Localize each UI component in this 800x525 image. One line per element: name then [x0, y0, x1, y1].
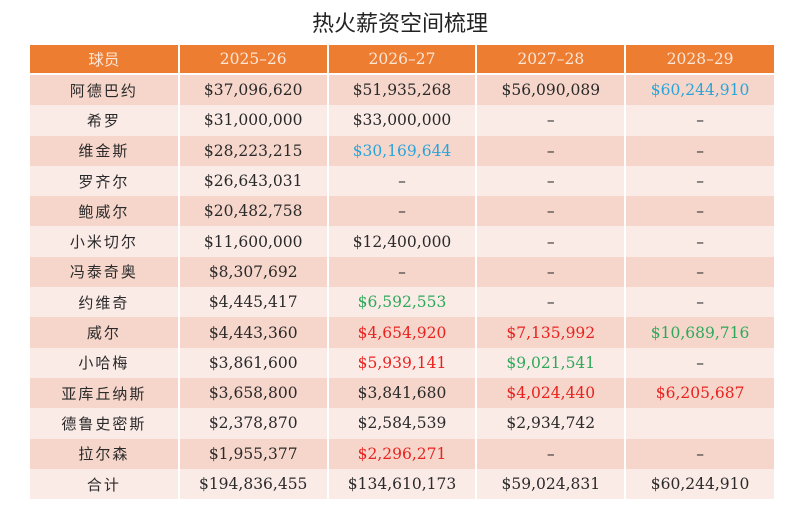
player-name-cell: 拉尔森 — [30, 438, 180, 469]
salary-cell: $134,610,173 — [327, 468, 478, 500]
table-row: 拉尔森 $1,955,377 $2,296,271– – — [30, 438, 774, 469]
salary-cell: – — [625, 347, 774, 378]
salary-cell: – — [625, 135, 774, 166]
salary-cell: – — [625, 196, 774, 227]
table-row: 阿德巴约 $37,096,620 $51,935,268 $56,090,089 $60… — [30, 74, 774, 106]
salary-cell: – — [327, 256, 478, 288]
salary-cell: – — [625, 256, 774, 288]
salary-cell: $7,135,992 — [476, 317, 627, 348]
salary-cell: $2,584,539 — [327, 408, 478, 439]
salary-cell: $2,378,870 — [178, 408, 329, 439]
salary-cell: $6,592,553 — [327, 287, 478, 318]
salary-cell: $9,021,541 — [476, 347, 627, 378]
player-name-cell: 维金斯 — [30, 135, 180, 166]
salary-cell: $60,244,910 — [625, 74, 774, 106]
salary-cell: – — [476, 256, 627, 288]
salary-cell: $3,861,600 — [178, 347, 329, 378]
salary-cell: $2,296,271 — [327, 438, 478, 469]
table-row: 冯泰奇奥 $8,307,692– – – — [30, 256, 774, 288]
table-row: 希罗 $31,000,000 $33,000,000– – — [30, 105, 774, 136]
total-row: 合计 $194,836,455 $134,610,173 $59,024,831 $60… — [30, 468, 774, 500]
salary-cell: – — [625, 287, 774, 318]
column-header-season: 2025–26 — [178, 45, 329, 75]
player-name-cell: 德鲁史密斯 — [30, 408, 180, 439]
table-body: 阿德巴约 $37,096,620 $51,935,268 $56,090,089 $60… — [30, 74, 774, 500]
salary-cell: $4,443,360 — [178, 317, 329, 348]
salary-cell: – — [327, 165, 478, 197]
player-name-cell: 阿德巴约 — [30, 74, 180, 106]
salary-cell: – — [476, 165, 627, 197]
salary-cell: $8,307,692 — [178, 256, 329, 288]
salary-cell: $51,935,268 — [327, 74, 478, 106]
salary-cell: $20,482,758 — [178, 196, 329, 227]
salary-cell: $59,024,831 — [476, 468, 627, 500]
table-row: 威尔 $4,443,360 $4,654,920 $7,135,992 $10,689,… — [30, 317, 774, 348]
player-name-cell: 鲍威尔 — [30, 196, 180, 227]
player-name-cell: 亚库丘纳斯 — [30, 377, 180, 409]
salary-cell: – — [476, 226, 627, 257]
salary-cell: $4,445,417 — [178, 287, 329, 318]
salary-cell — [625, 408, 774, 439]
salary-cell: – — [476, 438, 627, 469]
player-name-cell: 小哈梅 — [30, 347, 180, 378]
table-row: 小哈梅 $3,861,600 $5,939,141 $9,021,541– — [30, 347, 774, 378]
table-row: 亚库丘纳斯 $3,658,800 $3,841,680 $4,024,440 $6,20… — [30, 377, 774, 409]
table-row: 维金斯 $28,223,215 $30,169,644– – — [30, 135, 774, 166]
salary-cell: $11,600,000 — [178, 226, 329, 257]
salary-cell: $6,205,687 — [625, 377, 774, 409]
salary-cell: $5,939,141 — [327, 347, 478, 378]
column-header-season: 2028–29 — [625, 45, 774, 75]
table-row: 鲍威尔 $20,482,758– – – — [30, 196, 774, 227]
column-header-player: 球员 — [30, 45, 180, 75]
salary-cell: – — [476, 135, 627, 166]
salary-cell: – — [476, 105, 627, 136]
salary-cell: $26,643,031 — [178, 165, 329, 197]
salary-cell: $10,689,716 — [625, 317, 774, 348]
salary-cell: – — [625, 105, 774, 136]
salary-cell: $4,654,920 — [327, 317, 478, 348]
salary-cell: $2,934,742 — [476, 408, 627, 439]
salary-cell: – — [476, 196, 627, 227]
salary-cell: $12,400,000 — [327, 226, 478, 257]
salary-cell: – — [625, 226, 774, 257]
salary-cell: – — [476, 287, 627, 318]
player-name-cell: 威尔 — [30, 317, 180, 348]
table-header-row: 球员 2025–26 2026–27 2027–28 2028–29 — [30, 45, 774, 75]
column-header-season: 2026–27 — [327, 45, 478, 75]
table-row: 德鲁史密斯 $2,378,870 $2,584,539 $2,934,742 — [30, 408, 774, 439]
salary-cell: $31,000,000 — [178, 105, 329, 136]
player-name-cell: 约维奇 — [30, 287, 180, 318]
player-name-cell: 罗齐尔 — [30, 165, 180, 197]
salary-cell: $3,658,800 — [178, 377, 329, 409]
salary-cell: – — [625, 165, 774, 197]
salary-cell: $4,024,440 — [476, 377, 627, 409]
salary-cell: $37,096,620 — [178, 74, 329, 106]
player-name-cell: 合计 — [30, 468, 180, 500]
salary-cell: $33,000,000 — [327, 105, 478, 136]
player-name-cell: 冯泰奇奥 — [30, 256, 180, 288]
player-name-cell: 希罗 — [30, 105, 180, 136]
salary-cell: – — [625, 438, 774, 469]
salary-cell: – — [327, 196, 478, 227]
salary-cell: $30,169,644 — [327, 135, 478, 166]
player-name-cell: 小米切尔 — [30, 226, 180, 257]
salary-cell: $1,955,377 — [178, 438, 329, 469]
salary-cell: $3,841,680 — [327, 377, 478, 409]
salary-cell: $56,090,089 — [476, 74, 627, 106]
table-row: 罗齐尔 $26,643,031– – – — [30, 165, 774, 197]
salary-table: 球员 2025–26 2026–27 2027–28 2028–29 阿德巴约 $37,0… — [30, 45, 774, 500]
salary-cell: $194,836,455 — [178, 468, 329, 500]
column-header-season: 2027–28 — [476, 45, 627, 75]
salary-cell: $60,244,910 — [625, 468, 774, 500]
table-row: 约维奇 $4,445,417 $6,592,553– – — [30, 287, 774, 318]
salary-cell: $28,223,215 — [178, 135, 329, 166]
page-title: 热火薪资空间梳理 — [311, 12, 488, 37]
table-row: 小米切尔 $11,600,000 $12,400,000– – — [30, 226, 774, 257]
